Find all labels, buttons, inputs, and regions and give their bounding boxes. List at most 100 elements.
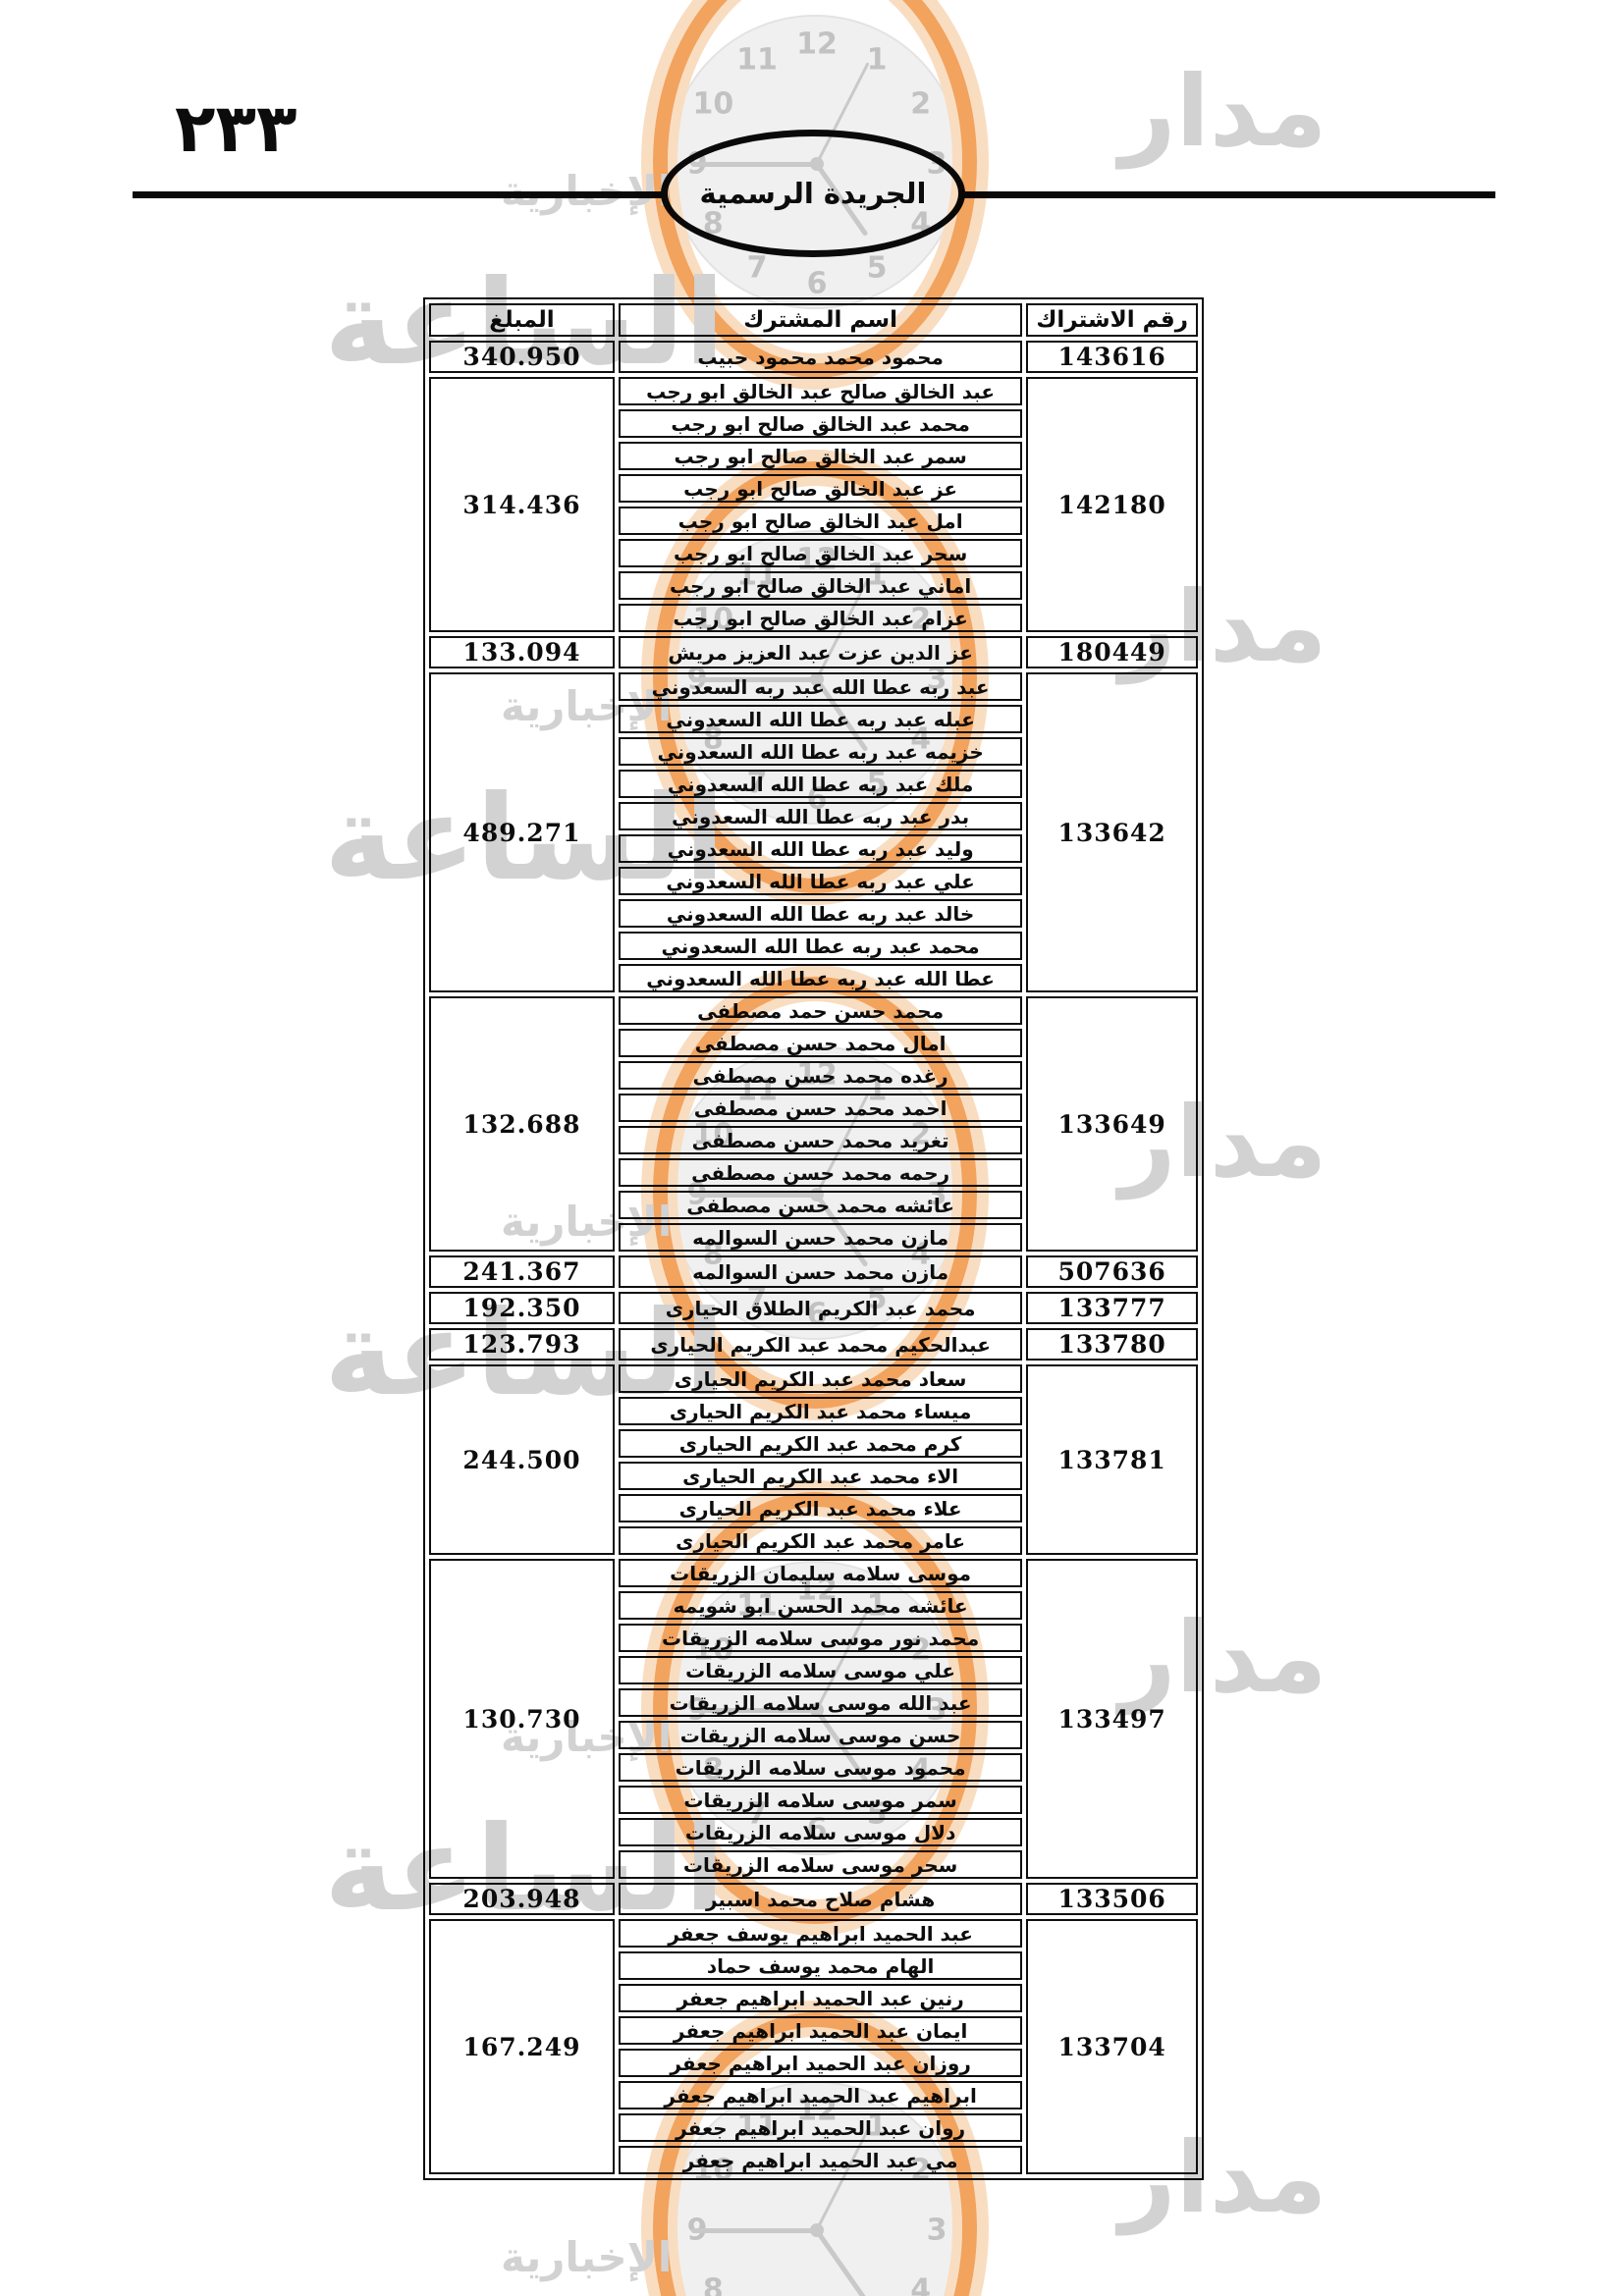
- subscriber-name-cell: علي عبد ربه عطا الله السعدوني: [618, 867, 1023, 895]
- amount-cell: 130.730: [429, 1559, 615, 1879]
- subscriber-name-cell: ملك عبد ربه عطا الله السعدوني: [618, 770, 1023, 798]
- clock-number: 11: [736, 42, 778, 78]
- subscriber-name-cell: محمد نور موسى سلامه الزريقات: [618, 1624, 1023, 1652]
- subscription-number-cell: 133649: [1026, 996, 1198, 1252]
- subscribers-table: رقم الاشتراك اسم المشترك المبلغ 143616 مح…: [423, 297, 1204, 2180]
- subscriber-name-cell: وليد عبد ربه عطا الله السعدوني: [618, 834, 1023, 863]
- table-row: 133704 عبد الحميد ابراهيم يوسف جعفر 167.24…: [429, 1919, 1198, 2174]
- table-row: محمد عبد ربه عطا الله السعدوني: [429, 932, 1198, 960]
- table-row: 133497 موسى سلامه سليمان الزريقات 130.730: [429, 1559, 1198, 1879]
- subscription-number-cell: 142180: [1026, 377, 1198, 632]
- subscriber-name-cell: روان عبد الحميد ابراهيم جعفر: [618, 2113, 1023, 2142]
- table-row: 133780 عبدالحكيم محمد عبد الكريم الحيارى 1…: [429, 1328, 1198, 1361]
- clock-hub-icon: [810, 2223, 824, 2237]
- subscriber-name-cell: عائشه محمد الحسن ابو شويمه: [618, 1591, 1023, 1620]
- subscriber-name-cell: مي عبد الحميد ابراهيم جعفر: [618, 2146, 1023, 2174]
- gazette-stamp-title: الجريدة الرسمية: [699, 177, 927, 210]
- table-row: خالد عبد ربه عطا الله السعدوني: [429, 899, 1198, 928]
- subscriber-name-cell: محمد حسن حمد مصطفى: [618, 996, 1023, 1025]
- amount-cell: 314.436: [429, 377, 615, 632]
- subscriber-name-cell: هشام صلاح محمد اسبير: [618, 1883, 1023, 1915]
- amount-cell: 340.950: [429, 341, 615, 373]
- clock-number: 7: [746, 250, 768, 286]
- subscriber-name-cell: مازن محمد حسن السوالمه: [618, 1255, 1023, 1288]
- page-number: ٢٣٣: [175, 90, 298, 168]
- subscription-number-cell: 133704: [1026, 1919, 1198, 2174]
- table-row: محمد عبد الخالق صالح ابو رجب: [429, 409, 1198, 438]
- subscription-number-cell: 133781: [1026, 1364, 1198, 1555]
- subscriber-name-cell: عبد ربه عطا الله عبد ربه السعدوني: [618, 672, 1023, 701]
- subscriber-name-cell: احمد محمد حسن مصطفى: [618, 1094, 1023, 1122]
- column-header-subscriber-name: اسم المشترك: [618, 303, 1023, 337]
- subscriber-name-cell: مازن محمد حسن السوالمه: [618, 1223, 1023, 1252]
- subscription-number-cell: 143616: [1026, 341, 1198, 373]
- subscription-number-cell: 133642: [1026, 672, 1198, 992]
- subscriber-name-cell: عبد الحميد ابراهيم يوسف جعفر: [618, 1919, 1023, 1948]
- column-header-subscription-no: رقم الاشتراك: [1026, 303, 1198, 337]
- table-row: 133642 عبد ربه عطا الله عبد ربه السعدوني 4…: [429, 672, 1198, 992]
- amount-cell: 489.271: [429, 672, 615, 992]
- subscriber-name-cell: بدر عبد ربه عطا الله السعدوني: [618, 802, 1023, 830]
- table-row: عامر محمد عبد الكريم الحيارى: [429, 1526, 1198, 1555]
- subscriber-name-cell: ايمان عبد الحميد ابراهيم جعفر: [618, 2016, 1023, 2045]
- amount-cell: 133.094: [429, 636, 615, 668]
- amount-cell: 167.249: [429, 1919, 615, 2174]
- table-row: 133781 سعاد محمد عبد الكريم الحيارى 244.50…: [429, 1364, 1198, 1555]
- subscriber-name-cell: علي موسى سلامه الزريقات: [618, 1656, 1023, 1684]
- subscriber-name-cell: الاء محمد عبد الكريم الحيارى: [618, 1462, 1023, 1490]
- clock-number: 6: [806, 266, 828, 301]
- table-row: رنين عبد الحميد ابراهيم جعفر: [429, 1984, 1198, 2012]
- subscriber-name-cell: عز عبد الخالق صالح ابو رجب: [618, 474, 1023, 503]
- subscriber-name-cell: محمود موسى سلامه الزريقات: [618, 1753, 1023, 1782]
- subscriber-name-cell: حسن موسى سلامه الزريقات: [618, 1721, 1023, 1749]
- clock-number: 4: [910, 2272, 932, 2296]
- subscriber-name-cell: سمر عبد الخالق صالح ابو رجب: [618, 442, 1023, 470]
- subscriber-name-cell: عز الدين عزت عبد العزيز مريش: [618, 636, 1023, 668]
- subscriber-name-cell: دلال موسى سلامه الزريقات: [618, 1818, 1023, 1846]
- subscriber-name-cell: محمد عبد الكريم الطلاق الحيارى: [618, 1292, 1023, 1324]
- subscriber-name-cell: عطا الله عبد ربه عطا الله السعدوني: [618, 964, 1023, 992]
- subscription-number-cell: 133506: [1026, 1883, 1198, 1915]
- subscriber-name-cell: خزيمه عبد ربه عطا الله السعدوني: [618, 737, 1023, 766]
- subscriber-name-cell: عزام عبد الخالق صالح ابو رجب: [618, 604, 1023, 632]
- subscriber-name-cell: الهام محمد يوسف حماد: [618, 1951, 1023, 1980]
- subscriber-name-cell: روزان عبد الحميد ابراهيم جعفر: [618, 2049, 1023, 2077]
- subscription-number-cell: 133777: [1026, 1292, 1198, 1324]
- watermark-brand-right: مدار: [1119, 54, 1327, 169]
- clock-hand-icon: [691, 2228, 817, 2233]
- subscriber-name-cell: محمود محمد محمود حبيب: [618, 341, 1023, 373]
- table-header-row: رقم الاشتراك اسم المشترك المبلغ: [429, 303, 1198, 337]
- subscription-number-cell: 507636: [1026, 1255, 1198, 1288]
- subscription-number-cell: 133780: [1026, 1328, 1198, 1361]
- subscriber-name-cell: علاء محمد عبد الكريم الحيارى: [618, 1494, 1023, 1522]
- table-row: 143616 محمود محمد محمود حبيب 340.950: [429, 341, 1198, 373]
- subscriber-name-cell: عامر محمد عبد الكريم الحيارى: [618, 1526, 1023, 1555]
- subscriber-name-cell: امال محمد حسن مصطفى: [618, 1029, 1023, 1057]
- amount-cell: 132.688: [429, 996, 615, 1252]
- subscriber-name-cell: ابراهيم عبد الحميد ابراهيم جعفر: [618, 2081, 1023, 2109]
- subscriber-name-cell: ميساء محمد عبد الكريم الحيارى: [618, 1397, 1023, 1425]
- subscribers-tbody: 143616 محمود محمد محمود حبيب 340.950 142180…: [429, 341, 1198, 2174]
- subscriber-name-cell: رغده محمد حسن مصطفى: [618, 1061, 1023, 1090]
- column-header-amount: المبلغ: [429, 303, 615, 337]
- table-row: 133506 هشام صلاح محمد اسبير 203.948: [429, 1883, 1198, 1915]
- clock-number: 9: [686, 2213, 708, 2248]
- subscriber-name-cell: سعاد محمد عبد الكريم الحيارى: [618, 1364, 1023, 1393]
- subscription-number-cell: 180449: [1026, 636, 1198, 668]
- clock-number: 1: [866, 42, 888, 78]
- subscriber-name-cell: محمد عبد الخالق صالح ابو رجب: [618, 409, 1023, 438]
- subscriber-name-cell: سمر موسى سلامه الزريقات: [618, 1786, 1023, 1814]
- clock-number: 10: [692, 86, 734, 122]
- amount-cell: 203.948: [429, 1883, 615, 1915]
- watermark-brand-sub: الإخبارية: [501, 2233, 673, 2281]
- subscriber-name-cell: رنين عبد الحميد ابراهيم جعفر: [618, 1984, 1023, 2012]
- amount-cell: 244.500: [429, 1364, 615, 1555]
- table-row: 180449 عز الدين عزت عبد العزيز مريش 133.09…: [429, 636, 1198, 668]
- subscriber-name-cell: موسى سلامه سليمان الزريقات: [618, 1559, 1023, 1587]
- subscriber-name-cell: سحر موسى سلامه الزريقات: [618, 1850, 1023, 1879]
- amount-cell: 241.367: [429, 1255, 615, 1288]
- subscriber-name-cell: كرم محمد عبد الكريم الحيارى: [618, 1429, 1023, 1458]
- subscriber-name-cell: عبدالحكيم محمد عبد الكريم الحيارى: [618, 1328, 1023, 1361]
- clock-number: 8: [702, 2272, 724, 2296]
